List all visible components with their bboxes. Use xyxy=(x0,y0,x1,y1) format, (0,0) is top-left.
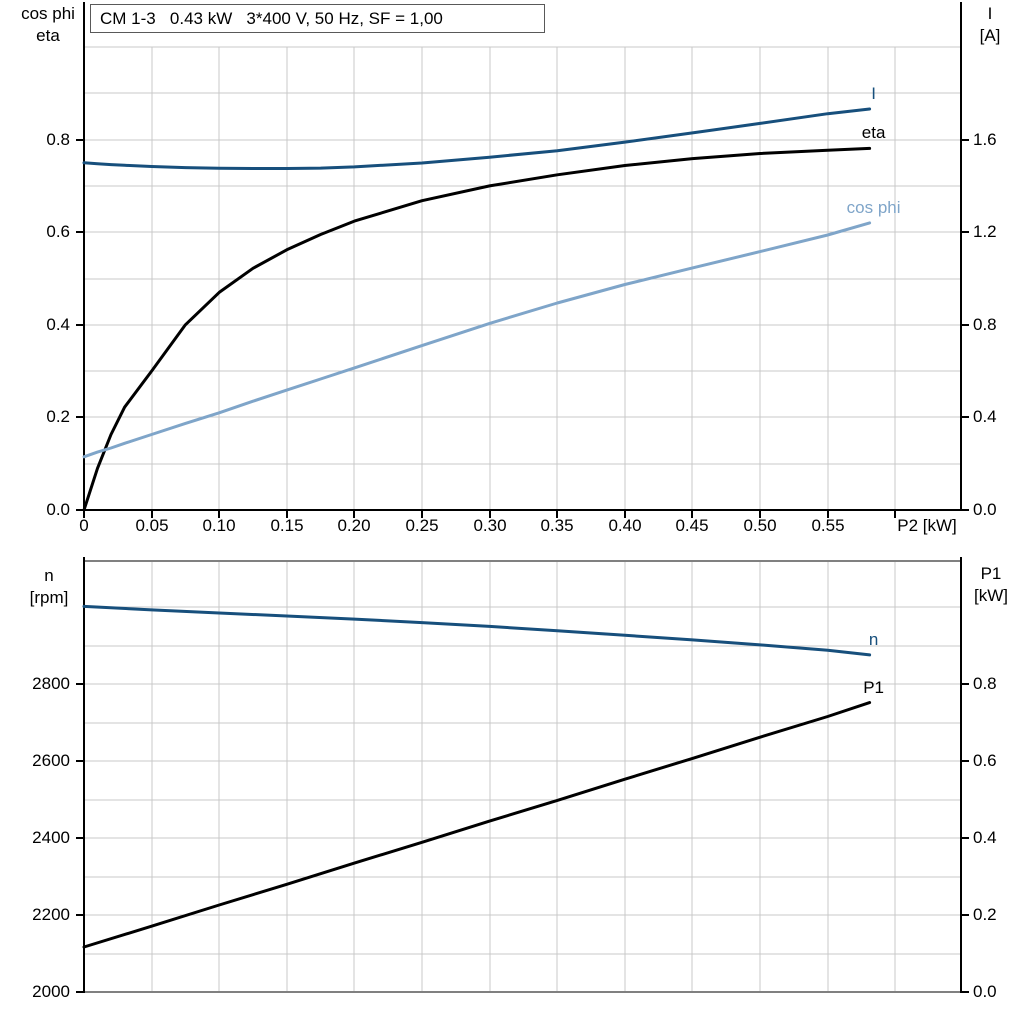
y-right-tick-label: 0.8 xyxy=(973,674,997,693)
series-path-eta xyxy=(82,146,872,512)
curve-label-I: I xyxy=(871,84,876,104)
y-right-tick-label: 1.2 xyxy=(973,222,997,241)
curve-label-P1: P1 xyxy=(863,677,884,697)
y-right-tick-label: 0.2 xyxy=(973,905,997,924)
y-left-tick-label: 0.8 xyxy=(46,130,70,149)
y-right-tick-label: 0.8 xyxy=(973,315,997,334)
y-left-tick-label: 0.0 xyxy=(46,500,70,519)
series-path-cos-phi xyxy=(82,221,872,459)
bottom-left-axis-title: n [rpm] xyxy=(7,565,91,609)
series-path-P1 xyxy=(82,701,872,949)
top-right-axis-title: I [A] xyxy=(958,3,1022,47)
y-left-tick-label: 2400 xyxy=(32,828,70,847)
x-tick-label: 0.55 xyxy=(811,516,845,535)
x-tick-label: 0.05 xyxy=(135,516,169,535)
y-right-tick-label: 0.6 xyxy=(973,751,997,770)
curve-label-eta: eta xyxy=(861,123,886,143)
x-tick-label: 0.30 xyxy=(473,516,507,535)
x-tick-label: 0.40 xyxy=(608,516,642,535)
x-tick-label: 0.35 xyxy=(540,516,574,535)
axis-title-p1-unit: [kW] xyxy=(974,586,1008,605)
x-tick-label: 0.15 xyxy=(270,516,304,535)
series-path-I xyxy=(82,107,872,170)
x-tick-label: 0 xyxy=(79,516,89,535)
x-tick-label: 0.45 xyxy=(675,516,709,535)
axis-title-p1: P1 xyxy=(980,564,1002,583)
axis-title-speed: n xyxy=(44,566,54,585)
x-tick-label: 0.10 xyxy=(202,516,236,535)
y-left-tick-label: 2600 xyxy=(32,751,70,770)
y-left-tick-label: 2000 xyxy=(32,982,70,1001)
series-path-n xyxy=(82,604,872,657)
x-tick-label: 0.50 xyxy=(743,516,777,535)
y-right-tick-label: 0.4 xyxy=(973,828,997,847)
curve-label-n: n xyxy=(868,629,879,649)
y-left-tick-label: 2200 xyxy=(32,905,70,924)
x-axis-title: P2 [kW] xyxy=(897,516,957,535)
axis-title-current: I xyxy=(987,4,993,23)
x-tick-label: 0.25 xyxy=(405,516,439,535)
y-right-tick-label: 0.0 xyxy=(973,982,997,1001)
curve-label-cos-phi: cos phi xyxy=(846,197,901,217)
y-right-tick-label: 0.4 xyxy=(973,407,997,426)
y-left-tick-label: 0.6 xyxy=(46,222,70,241)
axis-title-speed-unit: [rpm] xyxy=(29,588,69,607)
y-right-tick-label: 0.0 xyxy=(973,500,997,519)
axis-title-current-unit: [A] xyxy=(979,26,1001,45)
y-left-tick-label: 0.4 xyxy=(46,315,70,334)
axis-title-eta: eta xyxy=(36,26,60,45)
x-tick-label: 0.20 xyxy=(337,516,371,535)
y-left-tick-label: 0.2 xyxy=(46,407,70,426)
chart-title-box: CM 1-3 0.43 kW 3*400 V, 50 Hz, SF = 1,00 xyxy=(90,4,545,33)
bottom-right-axis-title: P1 [kW] xyxy=(959,563,1023,607)
axis-title-cos-phi: cos phi xyxy=(21,4,75,23)
y-right-tick-label: 1.6 xyxy=(973,130,997,149)
y-left-tick-label: 2800 xyxy=(32,674,70,693)
top-left-axis-title: cos phi eta xyxy=(6,3,90,47)
